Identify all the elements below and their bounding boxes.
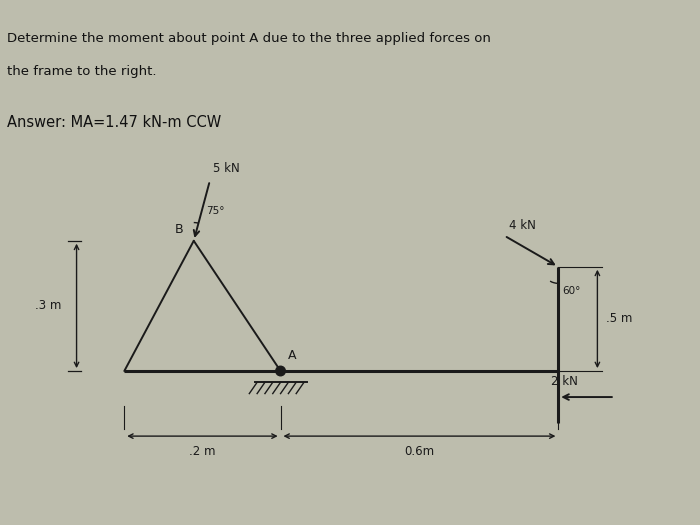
Text: B: B [175, 224, 183, 236]
Text: 4 kN: 4 kN [510, 219, 536, 232]
Text: 5 kN: 5 kN [214, 162, 240, 175]
Text: the frame to the right.: the frame to the right. [7, 66, 157, 78]
Text: A: A [288, 349, 296, 362]
Text: 2 kN: 2 kN [551, 375, 578, 388]
Text: .5 m: .5 m [606, 312, 633, 326]
Text: Determine the moment about point A due to the three applied forces on: Determine the moment about point A due t… [7, 33, 491, 46]
Text: .3 m: .3 m [34, 299, 61, 312]
Text: Answer: MA=1.47 kN-m CCW: Answer: MA=1.47 kN-m CCW [7, 115, 221, 130]
Text: 75°: 75° [206, 206, 225, 216]
Text: 0.6m: 0.6m [405, 445, 435, 458]
Circle shape [276, 366, 286, 376]
Text: 60°: 60° [563, 286, 581, 296]
Text: .2 m: .2 m [189, 445, 216, 458]
